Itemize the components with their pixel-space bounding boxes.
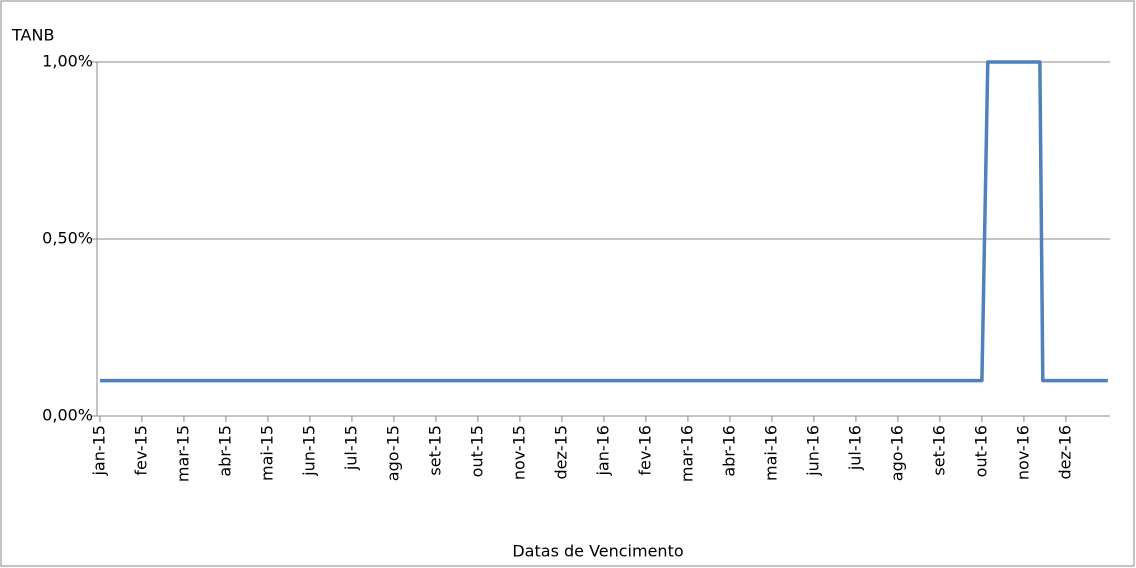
data-line	[99, 60, 1108, 383]
x-tick-label: ago-16	[887, 425, 906, 481]
y-tick-label: 0,50%	[42, 229, 93, 248]
y-tick-label: 0,00%	[42, 406, 93, 425]
x-tick-label: abr-15	[215, 425, 234, 477]
x-tick-label: jun-16	[803, 425, 822, 477]
x-tick-label: jan-15	[89, 425, 108, 477]
x-tick-label: jan-16	[593, 425, 612, 477]
x-tick-label: jul-16	[845, 425, 864, 471]
x-tick-label: fev-16	[635, 425, 654, 476]
x-tick-label: mai-16	[761, 425, 780, 481]
y-tick-label: 1,00%	[42, 52, 93, 71]
x-tick-label: out-16	[971, 425, 990, 477]
x-tick-label: fev-15	[131, 425, 150, 476]
x-tick-label: out-15	[467, 425, 486, 477]
x-tick-label: mar-16	[677, 425, 696, 482]
x-tick-label: ago-15	[383, 425, 402, 481]
x-tick-label: mar-15	[173, 425, 192, 482]
x-tick-label: abr-16	[719, 425, 738, 477]
x-tick-label: dez-16	[1055, 425, 1074, 480]
x-tick-label: nov-16	[1013, 425, 1032, 480]
x-tick-label: set-16	[929, 425, 948, 476]
x-tick-label: set-15	[425, 425, 444, 476]
x-tick-label: nov-15	[509, 425, 528, 480]
x-tick-label: mai-15	[257, 425, 276, 481]
x-axis-title: Datas de Vencimento	[512, 542, 683, 561]
x-tick-label: dez-15	[551, 425, 570, 480]
y-axis-title: TANB	[11, 26, 54, 45]
x-tick-label: jul-15	[341, 425, 360, 471]
x-tick-label: jun-15	[299, 425, 318, 477]
